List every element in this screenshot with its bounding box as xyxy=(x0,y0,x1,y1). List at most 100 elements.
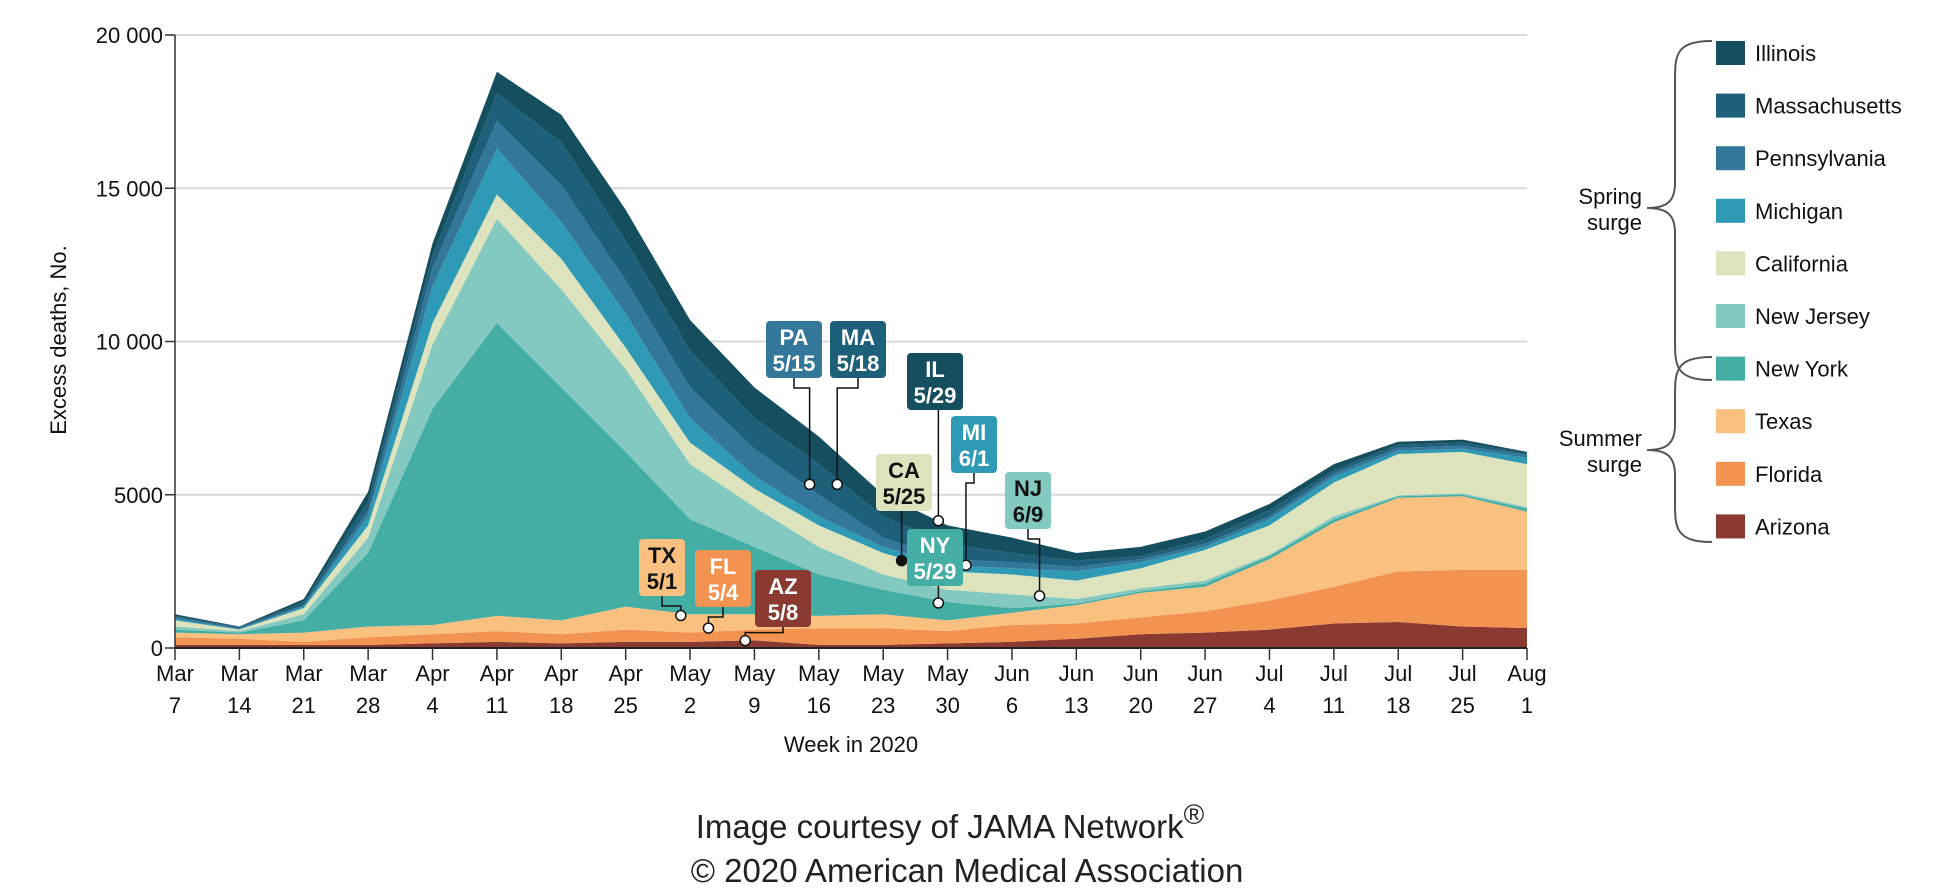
legend-item-illinois: Illinois xyxy=(1716,41,1816,66)
area-pennsylvania xyxy=(175,120,1527,629)
callout-state: NY xyxy=(920,533,951,558)
x-tick-label-day: 9 xyxy=(748,693,760,718)
legend-swatch xyxy=(1716,514,1745,539)
legend-swatch xyxy=(1716,356,1745,381)
x-tick-label-month: May xyxy=(734,661,776,686)
gridlines xyxy=(175,34,1527,496)
y-tick-label: 15 000 xyxy=(96,176,163,201)
callout-box xyxy=(876,454,932,511)
spring-surge-brace xyxy=(1646,40,1713,381)
x-tick-label-day: 23 xyxy=(871,693,895,718)
legend-item-new-york: New York xyxy=(1716,356,1849,382)
callout-nj: NJ6/9 xyxy=(1005,472,1051,602)
group-label: surge xyxy=(1587,210,1642,235)
callout-fl: FL5/4 xyxy=(695,550,751,634)
legend-swatch xyxy=(1716,198,1745,223)
legend-label: New Jersey xyxy=(1755,304,1870,329)
peak-marker xyxy=(739,634,751,647)
legend-swatch xyxy=(1716,409,1745,434)
callout-box xyxy=(639,539,685,596)
callout-ca: CA5/25 xyxy=(876,454,932,567)
x-tick-label-month: May xyxy=(669,661,711,686)
legend-label: New York xyxy=(1755,357,1849,382)
x-tick-label-day: 13 xyxy=(1064,693,1088,718)
legend-swatch xyxy=(1716,304,1745,328)
legend-item-new-jersey: New Jersey xyxy=(1716,304,1870,329)
callout-state: MA xyxy=(841,325,875,350)
area-arizona xyxy=(175,621,1527,648)
peak-marker xyxy=(932,515,945,527)
x-tick-label-day: 25 xyxy=(613,693,637,718)
x-tick-label-day: 27 xyxy=(1193,693,1217,718)
legend-label: Texas xyxy=(1755,409,1812,434)
legend-item-texas: Texas xyxy=(1716,409,1812,434)
x-tick-label-month: Aug xyxy=(1507,661,1546,686)
x-tick-label-day: 7 xyxy=(169,693,181,718)
callout-tx: TX5/1 xyxy=(639,539,687,622)
callout-state: FL xyxy=(710,554,737,579)
callout-date: 5/4 xyxy=(708,580,739,605)
x-tick-label-day: 11 xyxy=(485,693,508,718)
callout-date: 5/1 xyxy=(647,569,678,594)
area-michigan xyxy=(175,148,1527,630)
legend-label: Pennsylvania xyxy=(1755,146,1887,171)
callout-ma: MA5/18 xyxy=(830,321,886,491)
callout-date: 5/18 xyxy=(837,351,880,376)
x-tick-label-month: May xyxy=(862,661,904,686)
area-new-jersey xyxy=(175,218,1527,633)
x-tick-label-month: Mar xyxy=(156,661,194,686)
leader-line xyxy=(836,378,859,485)
legend-swatch xyxy=(1716,41,1745,65)
x-tick-label-month: Jun xyxy=(1059,661,1094,686)
callout-box xyxy=(695,550,751,607)
x-tick-label-month: Apr xyxy=(544,661,578,686)
callout-box xyxy=(907,353,963,410)
y-tick-label: 5000 xyxy=(114,483,163,508)
group-label: Summer xyxy=(1559,426,1642,451)
peak-marker xyxy=(932,597,945,609)
legend-label: Michigan xyxy=(1755,199,1843,224)
x-tick-label-day: 18 xyxy=(1386,693,1410,718)
leader-line xyxy=(793,378,811,485)
y-tick-label: 10 000 xyxy=(96,330,163,355)
x-tick-label-day: 1 xyxy=(1521,693,1533,718)
x-tick-label-month: Mar xyxy=(285,661,323,686)
callout-pa: PA5/15 xyxy=(766,321,822,491)
callout-date: 6/1 xyxy=(959,446,990,471)
area-layers xyxy=(175,71,1527,648)
x-tick-label-day: 20 xyxy=(1128,693,1152,718)
legend-swatch xyxy=(1716,461,1745,486)
callout-state: MI xyxy=(962,420,986,445)
legend-label: Illinois xyxy=(1755,41,1816,66)
footer-credit-text: Image courtesy of JAMA Network xyxy=(696,808,1184,845)
callout-date: 5/15 xyxy=(773,351,816,376)
x-tick-label-day: 6 xyxy=(1006,693,1018,718)
legend-item-pennsylvania: Pennsylvania xyxy=(1716,146,1887,171)
x-tick-label-month: Jul xyxy=(1449,661,1477,686)
legend-label: Florida xyxy=(1755,462,1823,487)
x-tick-label-day: 4 xyxy=(1263,693,1275,718)
x-axis-label: Week in 2020 xyxy=(784,732,918,757)
area-california xyxy=(175,194,1527,632)
callout-state: AZ xyxy=(768,574,797,599)
callout-state: PA xyxy=(780,325,809,350)
x-tick-label-month: Apr xyxy=(480,661,514,686)
peak-marker xyxy=(831,478,843,491)
callout-date: 5/8 xyxy=(768,600,799,625)
callout-box xyxy=(1005,472,1051,529)
footer-credit: Image courtesy of JAMA Network® xyxy=(696,799,1205,845)
x-tick-label-day: 4 xyxy=(426,693,438,718)
legend-item-arizona: Arizona xyxy=(1716,514,1830,539)
x-tick-label-month: Mar xyxy=(220,661,258,686)
x-tick-label-day: 18 xyxy=(549,693,573,718)
area-new-york xyxy=(175,323,1527,635)
legend-label: Arizona xyxy=(1755,514,1830,539)
x-tick-label-month: May xyxy=(798,661,840,686)
x-tick-label-month: Apr xyxy=(609,661,643,686)
x-tick-label-month: Jun xyxy=(1123,661,1158,686)
x-tick-label-day: 28 xyxy=(356,693,380,718)
legend-swatch xyxy=(1716,93,1745,118)
legend-item-massachusetts: Massachusetts xyxy=(1716,93,1902,119)
registered-mark: ® xyxy=(1184,799,1205,830)
